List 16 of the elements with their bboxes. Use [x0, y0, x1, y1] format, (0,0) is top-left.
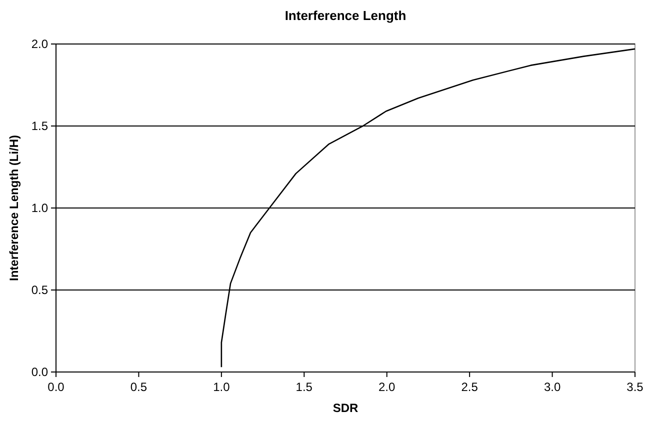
y-tick-label: 1.0: [31, 201, 48, 215]
x-tick-label: 0.5: [130, 380, 148, 394]
y-axis-title: Interference Length (Li/H): [7, 134, 21, 282]
y-tick-label: 2.0: [31, 37, 48, 51]
y-tick-label: 1.5: [31, 119, 48, 133]
y-tick-label: 0.5: [31, 283, 48, 297]
x-tick-label: 3.0: [544, 380, 561, 394]
x-axis-title: SDR: [332, 401, 358, 415]
x-tick-label: 2.0: [378, 380, 396, 394]
y-tick-label: 0.0: [31, 365, 48, 379]
chart-title: Interference Length: [284, 8, 406, 23]
x-tick-label: 2.5: [461, 380, 478, 394]
x-tick-label: 1.0: [213, 380, 230, 394]
x-tick-label: 3.5: [626, 380, 644, 394]
x-tick-label: 1.5: [296, 380, 313, 394]
x-tick-label: 0.0: [48, 380, 65, 394]
